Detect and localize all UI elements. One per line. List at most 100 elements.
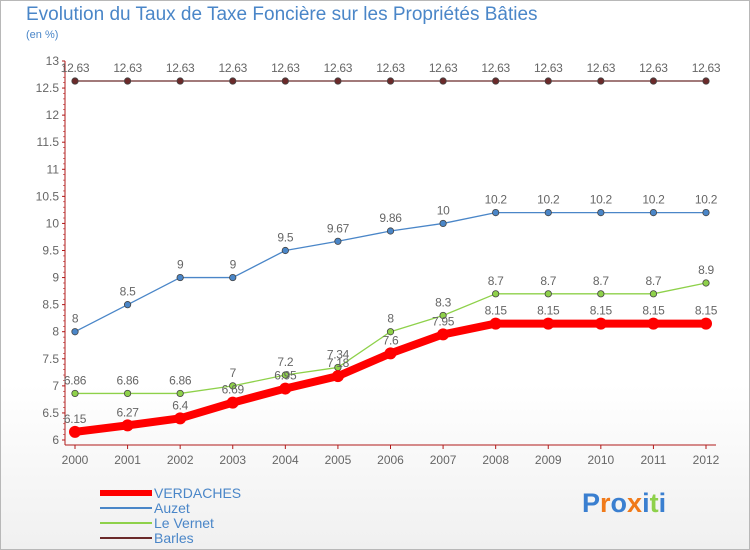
data-label: 12.63 (218, 61, 247, 75)
x-tick-label: 2004 (272, 453, 299, 467)
data-label: 9.5 (277, 231, 293, 245)
legend-swatch-barles (100, 537, 152, 539)
legend-label-verdaches: VERDACHES (154, 485, 242, 501)
x-tick-label: 2010 (587, 453, 614, 467)
data-point (226, 396, 239, 409)
data-point (386, 77, 395, 85)
data-label: 6.15 (64, 412, 87, 426)
y-tick-label: 10.5 (36, 189, 60, 203)
data-point (437, 328, 450, 341)
data-label: 8.7 (540, 274, 556, 288)
data-point (492, 77, 500, 85)
data-label: 12.63 (113, 61, 142, 75)
logo-letter: i (658, 488, 667, 518)
x-tick-label: 2005 (325, 453, 352, 467)
data-label: 6.86 (64, 373, 87, 387)
y-tick-label: 12 (46, 108, 60, 122)
data-label: 12.63 (639, 61, 668, 75)
data-label: 6.4 (172, 398, 188, 412)
data-label: 12.63 (534, 61, 563, 75)
data-point (123, 389, 132, 398)
data-point (702, 279, 710, 287)
x-tick-label: 2009 (535, 453, 562, 467)
data-label: 10.2 (537, 193, 560, 207)
data-point (331, 370, 344, 383)
legend-label-levernet: Le Vernet (154, 515, 214, 531)
data-label: 9 (177, 258, 184, 272)
data-label: 12.63 (271, 61, 300, 75)
x-tick-label: 2001 (114, 453, 141, 467)
x-tick-label: 2002 (167, 453, 194, 467)
data-point (334, 237, 342, 245)
logo-letter: o (610, 488, 628, 518)
data-label: 12.63 (61, 61, 90, 75)
data-point (702, 77, 710, 85)
data-label: 9.86 (379, 211, 402, 225)
logo-letter: P (582, 488, 601, 518)
data-point (229, 273, 237, 282)
data-label: 8.7 (646, 274, 662, 288)
data-point (229, 382, 237, 390)
data-label: 6.95 (274, 369, 297, 383)
y-tick-label: 6.5 (42, 406, 59, 420)
y-tick-label: 7 (52, 379, 59, 393)
data-label: 8.9 (698, 263, 714, 277)
data-point (544, 77, 552, 85)
data-point (597, 209, 605, 217)
data-point (649, 77, 658, 85)
data-label: 7.95 (432, 314, 455, 328)
data-label: 12.63 (429, 61, 458, 75)
data-point (702, 209, 710, 217)
y-tick-label: 8.5 (42, 298, 59, 312)
data-point (439, 77, 447, 85)
data-label: 8.15 (695, 304, 718, 318)
data-point (123, 77, 132, 85)
logo-letter: r (600, 488, 611, 518)
y-tick-label: 10 (46, 216, 60, 230)
data-point (334, 77, 342, 85)
data-label: 6.69 (222, 383, 245, 397)
data-label: 12.63 (376, 61, 405, 75)
data-label: 12.63 (481, 61, 510, 75)
data-point (649, 209, 658, 217)
data-label: 10.2 (642, 193, 665, 207)
data-point (174, 412, 187, 425)
data-point (647, 317, 660, 330)
data-label: 10.2 (590, 193, 613, 207)
data-point (281, 77, 289, 85)
chart-subtitle: (en %) (26, 29, 59, 41)
y-tick-label: 9 (52, 271, 59, 285)
data-label: 12.63 (692, 61, 721, 75)
data-point (71, 389, 79, 398)
data-label: 9 (230, 258, 237, 272)
data-label: 8.15 (642, 304, 665, 318)
data-label: 7.2 (277, 355, 293, 369)
y-tick-label: 9.5 (42, 244, 59, 258)
chart-title: Evolution du Taux de Taxe Foncière sur l… (26, 4, 538, 25)
data-label: 6.86 (117, 373, 140, 387)
x-tick-label: 2011 (641, 453, 667, 467)
y-tick-label: 11 (47, 162, 60, 176)
x-tick-label: 2012 (693, 453, 720, 467)
x-tick-label: 2003 (219, 453, 246, 467)
data-point (386, 328, 395, 336)
data-point (71, 328, 79, 336)
data-point (594, 317, 607, 330)
logo-letter: i (642, 488, 650, 518)
legend-swatch-levernet (100, 522, 152, 524)
data-point (281, 371, 289, 379)
data-label: 8.3 (435, 295, 451, 309)
data-label: 8.15 (537, 304, 560, 318)
y-tick-label: 13 (46, 54, 60, 68)
data-point (597, 77, 605, 85)
data-point (544, 209, 552, 217)
data-point (123, 301, 132, 309)
data-label: 8.15 (485, 304, 508, 318)
data-label: 8.5 (120, 285, 136, 299)
data-label: 10.2 (695, 193, 718, 207)
y-tick-label: 7.5 (42, 352, 59, 366)
legend-label-barles: Barles (154, 530, 194, 546)
data-point (281, 246, 289, 255)
y-tick-label: 8 (52, 325, 59, 339)
data-point (229, 77, 237, 85)
